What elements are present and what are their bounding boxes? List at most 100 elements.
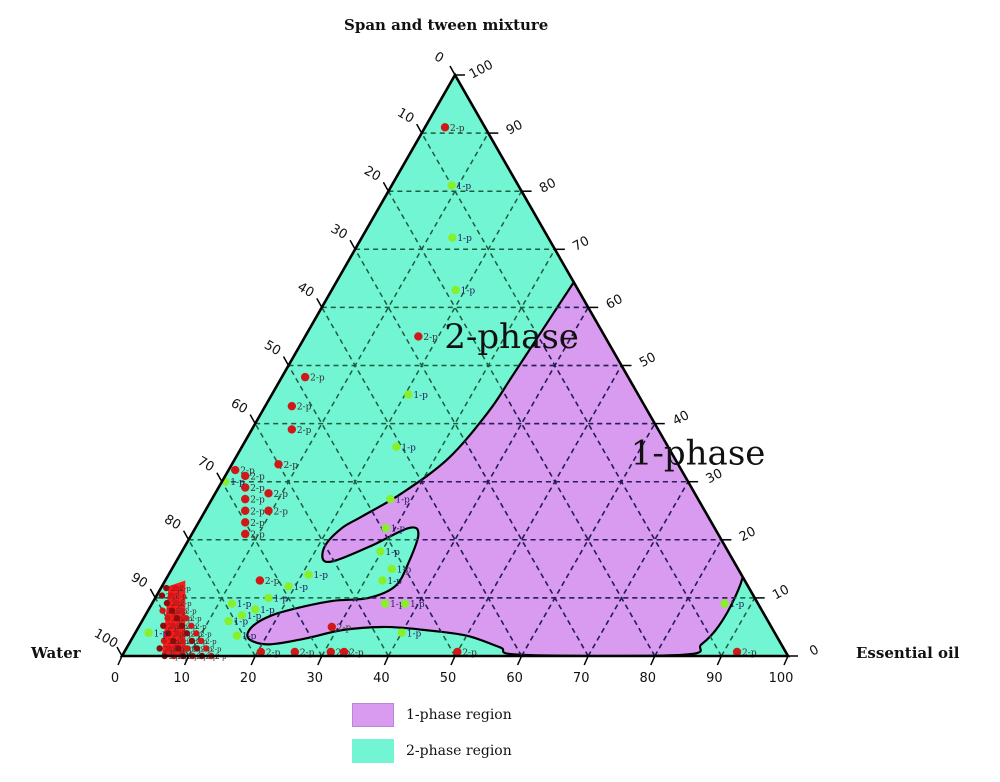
- point-tag: 1-p: [730, 600, 745, 610]
- tick-label-bottom: 90: [706, 671, 723, 686]
- data-point: [380, 599, 390, 608]
- tick: [116, 646, 123, 657]
- grid-line: [587, 481, 689, 656]
- point-tag: 2-p: [250, 484, 265, 494]
- data-point: [256, 647, 266, 657]
- data-points: 2-p2-p2-p2-p2-p2-p2-p2-p2-p2-p2-p2-p2-p2…: [144, 123, 757, 658]
- cluster-point: [163, 584, 170, 592]
- dense-point-cluster: 2-p2-p2-p2-p2-p2-p2-p2-p2-p2-p2-p2-p2-p2…: [156, 580, 227, 661]
- cluster-point: [198, 637, 205, 645]
- point-tag: 1-p: [397, 565, 412, 575]
- tick-label-bottom: 40: [373, 671, 390, 686]
- point-tag: 1-p: [401, 443, 416, 453]
- data-point: [264, 593, 273, 603]
- data-point: [327, 622, 336, 632]
- legend-item-two-phase: 2-phase region: [352, 739, 512, 763]
- data-point: [304, 570, 313, 579]
- point-tag: 1-p: [274, 594, 289, 604]
- cluster-point: [168, 592, 175, 599]
- point-tag: 2-p: [297, 426, 312, 436]
- point-tag: 1-p: [387, 577, 402, 587]
- point-tag: 1-p: [461, 286, 476, 296]
- tick-label-left: 40: [295, 280, 317, 301]
- tick: [583, 655, 589, 666]
- point-tag: 2-p: [190, 615, 202, 623]
- tick-label-right: 60: [604, 292, 626, 313]
- tick: [716, 655, 723, 666]
- tick: [383, 655, 390, 666]
- tick-label-right: 70: [570, 234, 592, 255]
- data-point: [144, 628, 153, 637]
- data-point: [732, 647, 742, 657]
- data-point: [251, 605, 260, 614]
- tick-label-left: 20: [361, 164, 383, 185]
- cluster-point: [170, 637, 177, 645]
- cluster-band: [161, 580, 186, 656]
- data-point: [241, 483, 250, 492]
- tick: [249, 414, 256, 424]
- cluster-point: [163, 599, 171, 607]
- tick-label-left: 30: [328, 222, 350, 243]
- point-tag: 1-p: [230, 478, 245, 488]
- data-point: [387, 564, 396, 574]
- tick: [382, 181, 390, 192]
- tick-label-right: 80: [537, 176, 559, 197]
- point-tag: 1-p: [242, 632, 257, 642]
- grid-line: [454, 365, 623, 656]
- tick: [516, 655, 523, 666]
- essential-oil-corner-label: Essential oil: [856, 644, 960, 662]
- tick: [282, 356, 290, 366]
- point-tag: 2-p: [200, 630, 212, 638]
- tick-label-left: 90: [128, 570, 150, 591]
- legend-item-one-phase: 1-phase region: [352, 703, 512, 727]
- point-tag: 1-p: [391, 525, 406, 535]
- cluster-point: [188, 637, 196, 645]
- point-tag: 2-p: [185, 608, 197, 616]
- point-tag: 2-p: [423, 333, 438, 343]
- tick-label-right: 40: [670, 408, 692, 429]
- tick-label-right: 30: [704, 466, 726, 487]
- point-tag: 2-p: [180, 600, 192, 608]
- grid-line: [187, 539, 256, 656]
- data-point: [720, 599, 729, 608]
- data-point: [326, 647, 335, 657]
- cluster-point: [173, 615, 181, 622]
- tick-label-left: 0: [431, 49, 446, 66]
- cluster-point: [178, 607, 185, 614]
- point-tag: 2-p: [450, 124, 465, 134]
- data-point: [237, 611, 247, 620]
- data-point: [264, 489, 273, 498]
- tick-label-left: 70: [195, 454, 217, 475]
- cluster-point: [168, 607, 176, 614]
- tick-label-right: 100: [467, 57, 496, 82]
- data-point: [241, 471, 250, 481]
- data-point: [400, 599, 410, 608]
- tick: [250, 655, 256, 666]
- data-point: [284, 582, 293, 591]
- cluster-point: [172, 584, 179, 592]
- data-point: [339, 647, 349, 657]
- data-point: [241, 529, 250, 539]
- cluster-point: [178, 622, 186, 629]
- tick-label-bottom: 70: [573, 671, 590, 686]
- tick-label-right: 50: [637, 350, 659, 371]
- tick: [183, 655, 190, 666]
- tick-label-right: 10: [770, 582, 792, 603]
- tick: [450, 655, 456, 666]
- cluster-point: [165, 630, 172, 637]
- point-tag: 2-p: [274, 507, 289, 517]
- cluster-point: [203, 645, 210, 652]
- cluster-point: [164, 615, 171, 622]
- tick-label-left: 80: [161, 512, 183, 533]
- cluster-point: [179, 637, 186, 645]
- point-tag: 2-p: [274, 490, 289, 500]
- data-point: [404, 390, 413, 399]
- cluster-point: [159, 607, 166, 614]
- data-point: [448, 233, 457, 242]
- data-point: [378, 576, 387, 585]
- tick-label-left: 100: [91, 626, 120, 651]
- cluster-point: [175, 645, 182, 652]
- point-tag: 2-p: [205, 638, 217, 646]
- data-point: [414, 332, 423, 341]
- data-point: [453, 647, 462, 657]
